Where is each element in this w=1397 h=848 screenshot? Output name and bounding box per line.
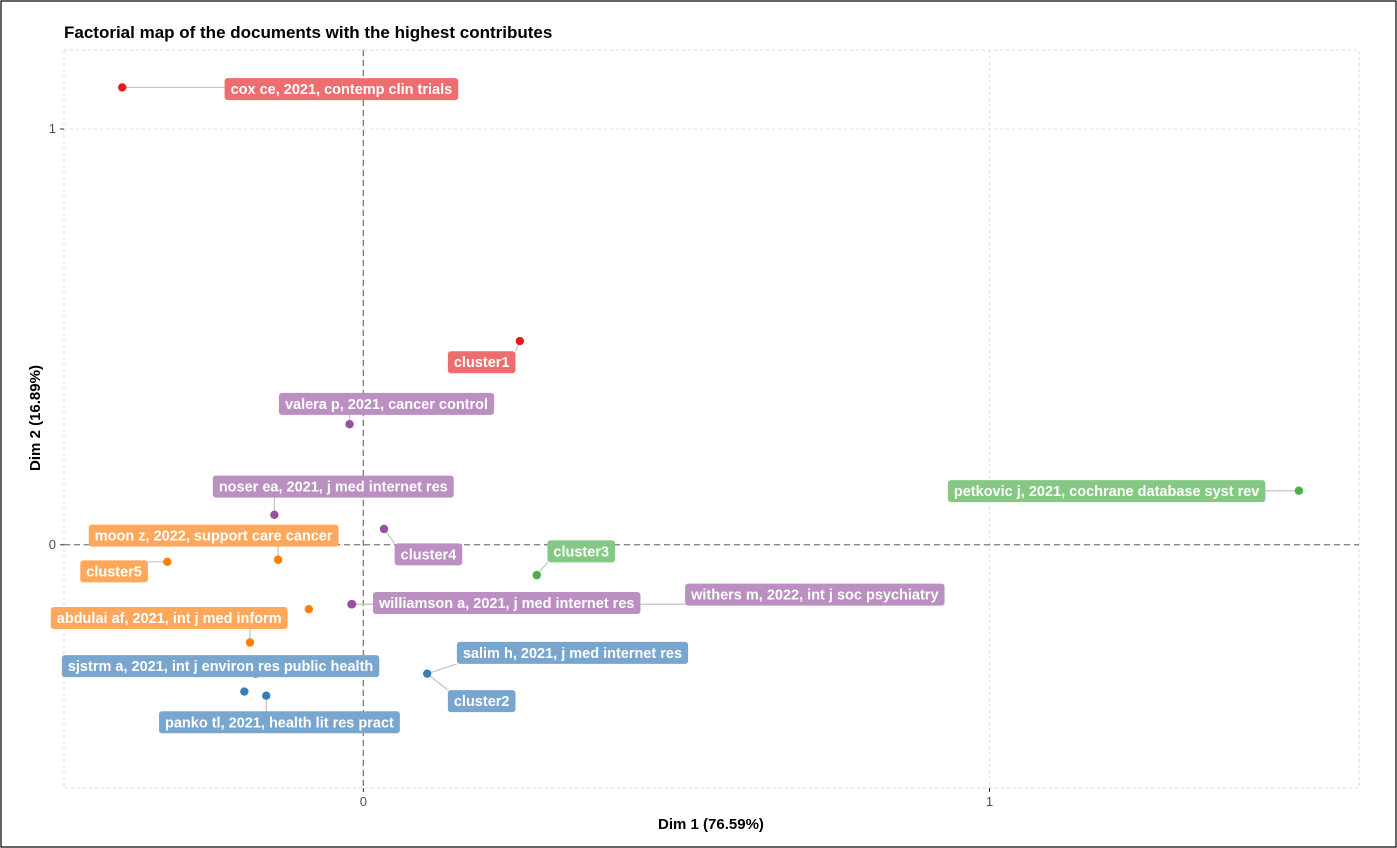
data-label-text: salim h, 2021, j med internet res [463,646,682,662]
data-point-cluster5 [163,557,172,567]
data-point-cluster3 [532,570,541,580]
data-label-box [447,690,516,713]
data-label-box [50,606,288,629]
data-label-text: withers m, 2022, int j soc psychiatry [690,588,938,604]
data-label-cluster2: salim h, 2021, j med internet res [456,641,689,664]
data-label-box [947,480,1266,503]
y-axis-title: Dim 2 (16.89%) [27,365,44,471]
label-connector [427,663,458,675]
data-point-cluster4 [270,510,279,520]
label-connector [426,673,449,691]
data-label-cluster4: withers m, 2022, int j soc psychiatry [685,583,945,606]
data-label-box [685,583,945,606]
data-label-cluster5: cluster5 [80,560,148,583]
data-label-box [224,78,459,101]
data-label-box [80,560,148,583]
data-label-box [456,641,689,664]
data-label-text: noser ea, 2021, j med internet res [219,480,448,496]
data-point-cluster2 [423,669,432,678]
data-point-cluster4 [347,600,356,609]
data-label-box [88,524,339,547]
data-label-text: valera p, 2021, cancer control [285,397,488,413]
data-label-text: cluster2 [454,694,510,710]
data-label-cluster3: petkovic j, 2021, cochrane database syst… [947,480,1266,503]
y-tick-label: 0 [49,537,56,552]
data-label-cluster1: cox ce, 2021, contemp clin trials [224,78,459,101]
x-tick-label: 0 [360,794,367,809]
data-point-cluster2 [262,691,271,700]
data-label-text: abdulai af, 2021, int j med inform [57,611,282,627]
data-label-cluster4: williamson a, 2021, j med internet res [372,591,641,614]
data-label-box [212,475,454,498]
data-label-cluster2: sjstrm a, 2021, int j environ res public… [61,655,380,678]
data-label-box [447,351,516,374]
data-label-cluster4: cluster4 [394,543,463,566]
data-label-text: cox ce, 2021, contemp clin trials [231,82,453,98]
data-label-box [278,392,495,415]
data-label-text: cluster4 [401,547,457,563]
data-label-text: sjstrm a, 2021, int j environ res public… [68,659,373,675]
data-label-cluster5: abdulai af, 2021, int j med inform [50,606,288,629]
data-label-text: cluster1 [454,355,510,371]
data-label-cluster4: noser ea, 2021, j med internet res [212,475,454,498]
data-label-box [61,655,380,678]
x-tick-label: 1 [986,794,993,809]
data-point-cluster3 [1294,486,1304,495]
data-label-text: petkovic j, 2021, cochrane database syst… [954,484,1259,500]
data-label-cluster5: moon z, 2022, support care cancer [88,524,339,547]
data-point-cluster5 [273,555,283,564]
data-label-text: moon z, 2022, support care cancer [95,529,333,545]
y-tick-label: 1 [49,121,56,136]
data-point-cluster1 [515,336,525,346]
data-label-box [158,711,400,734]
data-point-cluster1 [118,83,127,92]
data-point-cluster4 [379,524,389,534]
data-label-box [394,543,463,566]
data-label-cluster1: cluster1 [447,351,516,374]
data-points [118,83,1304,700]
chart-title: Factorial map of the documents with the … [64,23,552,42]
data-label-text: cluster3 [553,544,609,560]
data-label-cluster3: cluster3 [547,540,616,563]
data-point-cluster2 [240,687,249,696]
data-point-cluster4 [345,419,354,429]
data-label-cluster2: panko tl, 2021, health lit res pract [158,711,400,734]
data-label-text: williamson a, 2021, j med internet res [378,596,634,612]
plot-panel-border [63,49,1360,789]
data-label-cluster2: cluster2 [447,690,516,713]
data-point-cluster5 [245,638,255,647]
data-labels: cox ce, 2021, contemp clin trials cluster… [50,78,1266,734]
data-label-cluster4: valera p, 2021, cancer control [278,392,495,415]
data-label-text: panko tl, 2021, health lit res pract [165,715,394,731]
axis-ticks: 0 1 0 1 [49,121,993,809]
data-point-cluster5 [304,605,314,614]
data-label-box [372,591,641,614]
data-label-text: cluster5 [86,564,142,580]
x-axis-title: Dim 1 (76.59%) [658,816,764,833]
data-label-box [547,540,616,563]
